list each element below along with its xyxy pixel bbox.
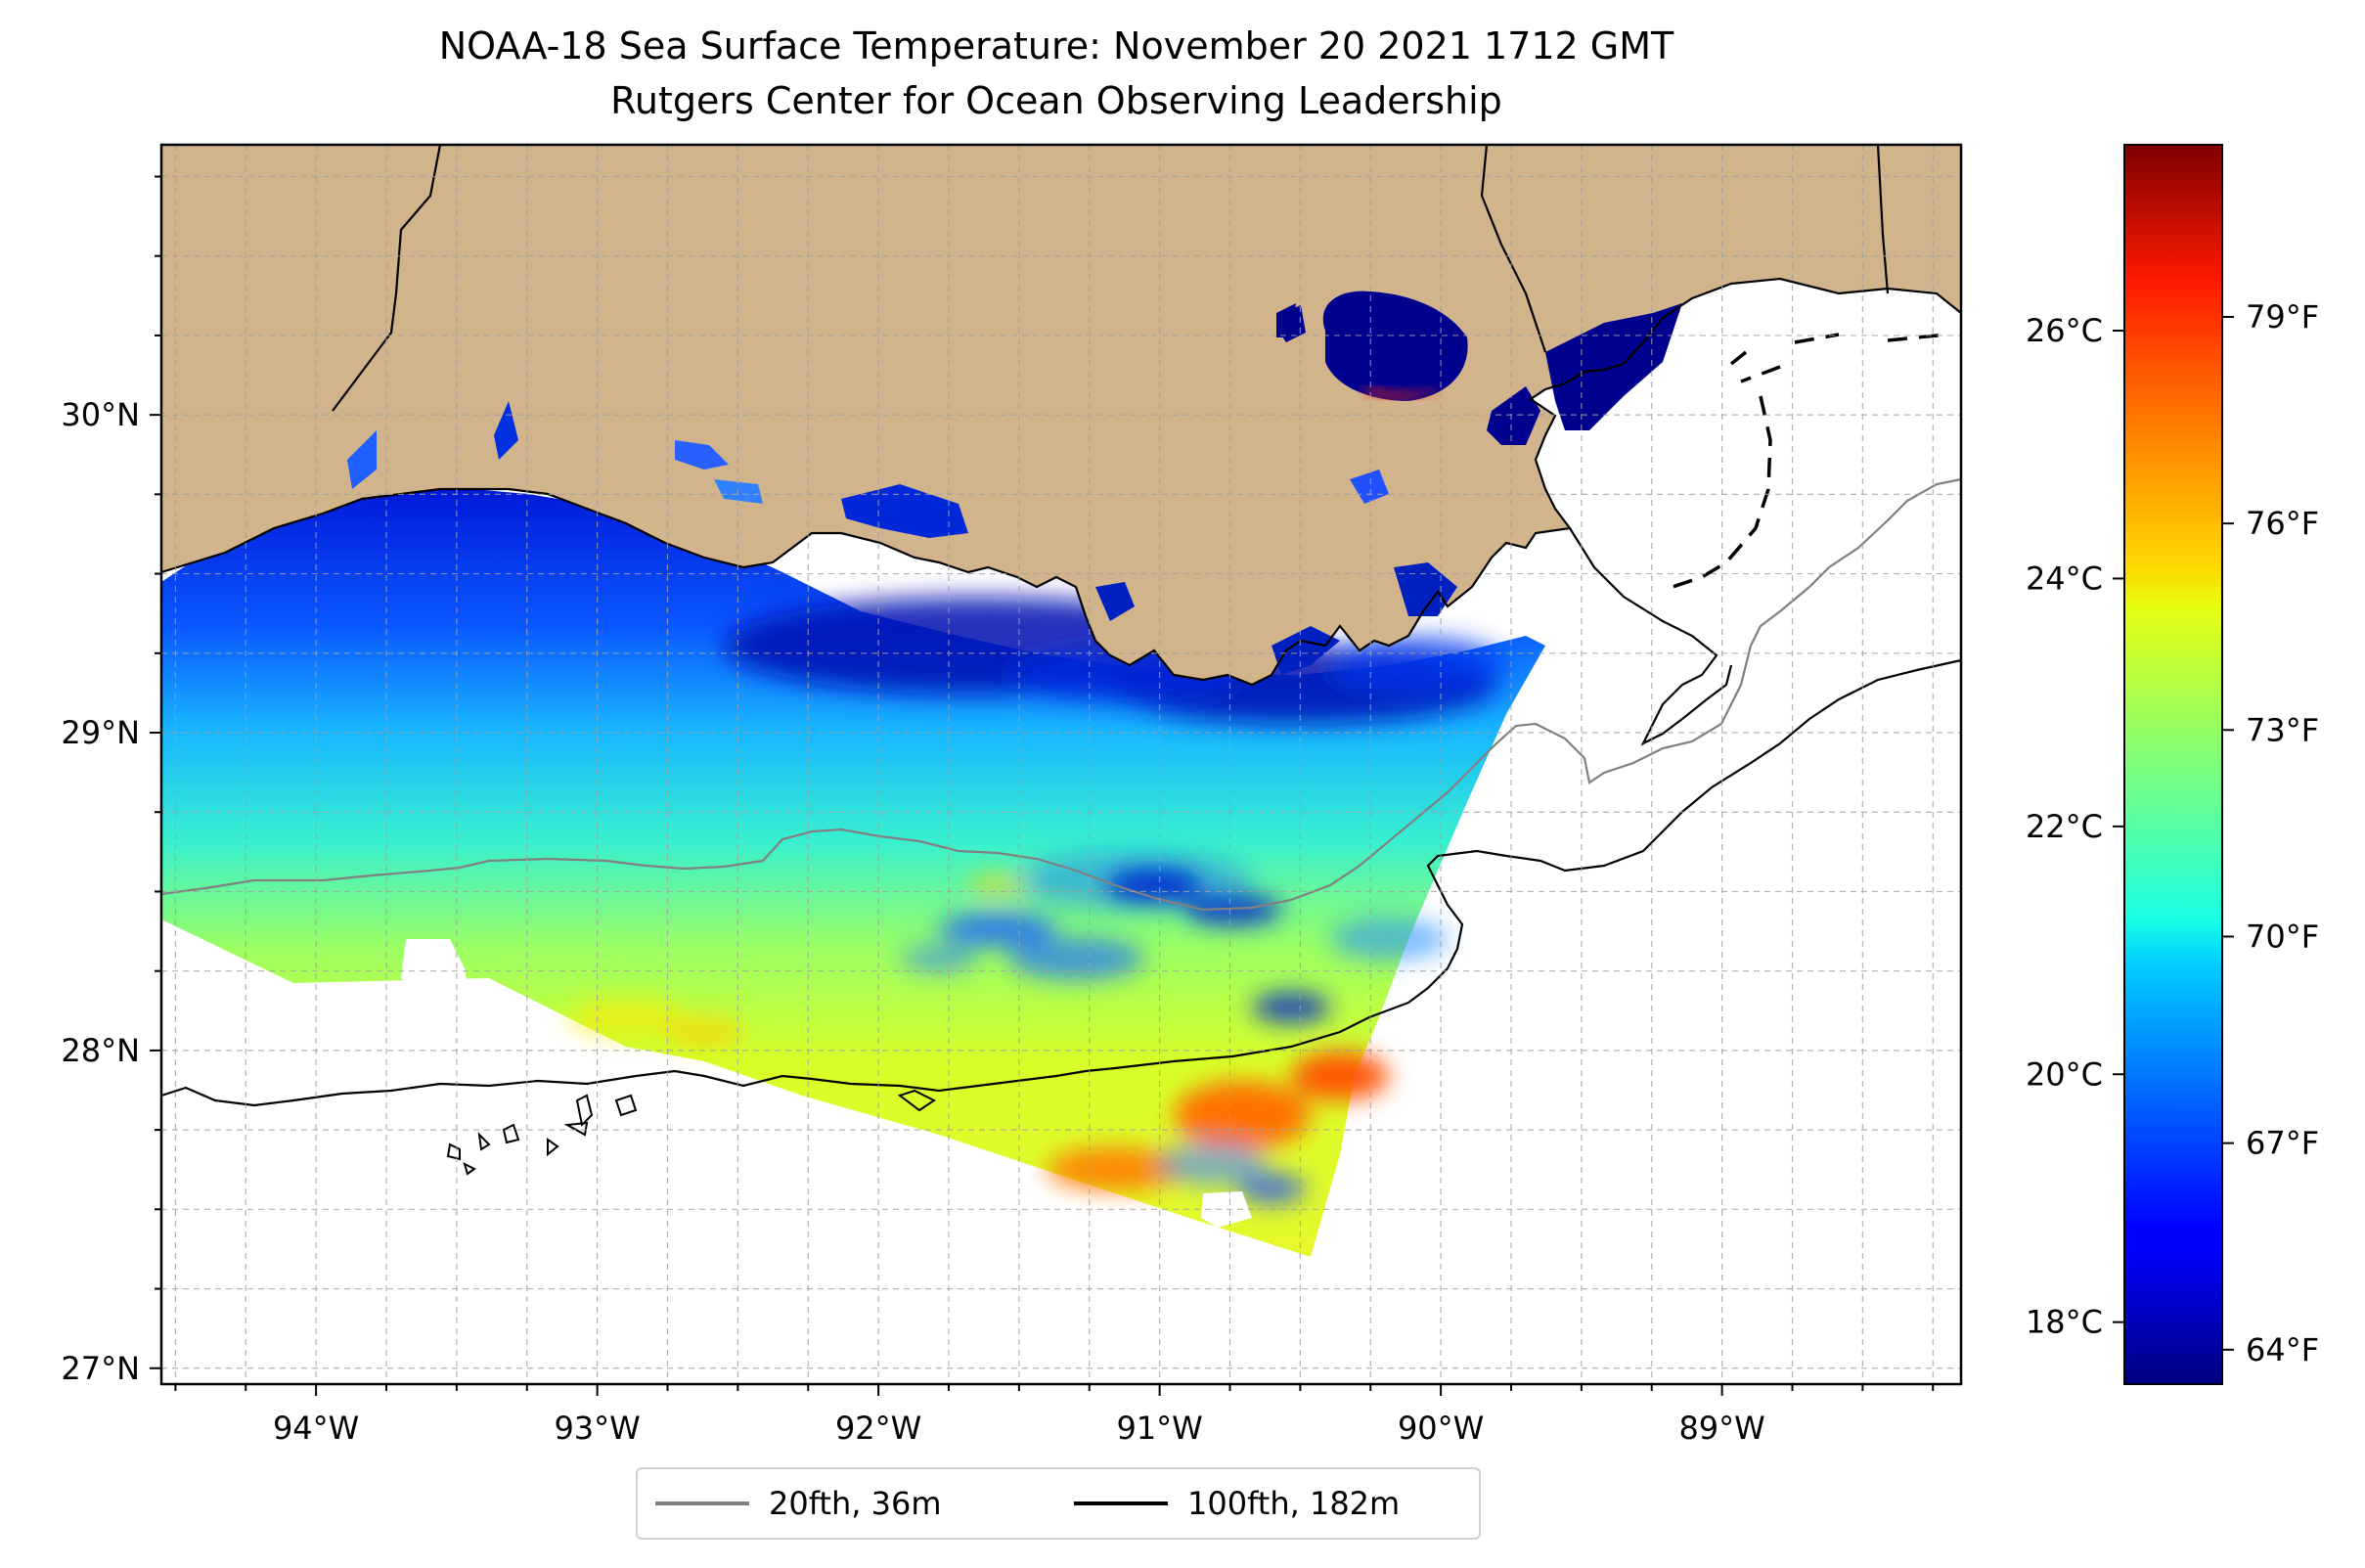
terrebonne-bay xyxy=(1272,626,1340,675)
vermilion-bay xyxy=(841,484,968,538)
legend-swatch xyxy=(655,1501,749,1505)
x-tick-label: 93°W xyxy=(554,1410,640,1447)
map-title: NOAA-18 Sea Surface Temperature: Novembe… xyxy=(438,24,1674,67)
colorbar-c-label: 22°C xyxy=(2026,808,2103,845)
marsh-lake xyxy=(1276,303,1296,337)
colorbar-f-label: 70°F xyxy=(2246,918,2319,955)
coastline xyxy=(161,277,1961,687)
x-tick-label: 91°W xyxy=(1116,1410,1202,1447)
map-area xyxy=(161,145,1961,1384)
y-tick-label: 29°N xyxy=(61,714,140,751)
white-lake xyxy=(675,440,729,470)
state-border xyxy=(332,145,1890,412)
colorbar-f-label: 73°F xyxy=(2246,711,2319,748)
map-subtitle: Rutgers Center for Ocean Observing Leade… xyxy=(610,79,1502,122)
lake-warm-edge xyxy=(1364,386,1443,399)
y-tick-label: 28°N xyxy=(61,1032,140,1069)
lake-pontchartrain xyxy=(1322,291,1468,401)
colorbar-f-label: 79°F xyxy=(2246,298,2319,336)
chandeleur-islands xyxy=(1672,333,1947,589)
colorbar-f-label: 67°F xyxy=(2246,1125,2319,1162)
isobath-20fth xyxy=(161,477,1961,912)
gridlines xyxy=(161,145,1961,1384)
y-tick-label: 27°N xyxy=(61,1350,140,1387)
cloud-mask xyxy=(401,939,469,1008)
colorbar-f-label: 64°F xyxy=(2246,1331,2319,1368)
colorbar-c-label: 24°C xyxy=(2026,560,2103,597)
legend-swatch xyxy=(1074,1501,1168,1505)
legend: 20fth, 36m 100fth, 182m xyxy=(636,1467,1481,1540)
colorbar-axes: 64°F 67°F 70°F 73°F 76°F 79°F 18°C 20°C 22°C 24°C… xyxy=(2026,298,2319,1368)
lake-borgne xyxy=(1487,386,1540,445)
x-tick-label: 94°W xyxy=(273,1410,359,1447)
legend-label: 100fth, 182m xyxy=(1187,1485,1401,1522)
atchafalaya-bay xyxy=(1095,582,1135,621)
mississippi-delta-outline xyxy=(1569,527,1733,746)
colorbar: 64°F 67°F 70°F 73°F 76°F 79°F 18°C 20°C 22°C 24°C… xyxy=(2026,144,2319,1385)
colorbar-c-label: 20°C xyxy=(2026,1055,2103,1093)
grand-lake xyxy=(714,479,763,504)
x-tick-label: 89°W xyxy=(1678,1410,1764,1447)
colorbar-c-label: 26°C xyxy=(2026,312,2103,349)
calcasieu-lake xyxy=(347,430,377,489)
y-tick-label: 30°N xyxy=(61,396,140,433)
x-tick-label: 92°W xyxy=(835,1410,921,1447)
colorbar-gradient xyxy=(2123,144,2223,1385)
lake-salvador xyxy=(1350,470,1389,504)
legend-label: 20fth, 36m xyxy=(769,1485,942,1522)
colorbar-c-label: 18°C xyxy=(2026,1304,2103,1341)
x-tick-label: 90°W xyxy=(1398,1410,1484,1447)
isobath-100fth xyxy=(161,658,1961,1107)
map-frame xyxy=(159,143,1963,1386)
colorbar-f-label: 76°F xyxy=(2246,505,2319,542)
map-axes: 94°W 93°W 92°W 91°W 90°W 89°W 27°N 28°N 29°N 30°N xyxy=(61,175,1935,1447)
legend-item-100fth: 100fth, 182m xyxy=(1074,1469,1400,1538)
sabine-lake xyxy=(494,401,518,460)
legend-item-20fth: 20fth, 36m xyxy=(655,1469,941,1538)
barataria-bay xyxy=(1394,562,1457,616)
